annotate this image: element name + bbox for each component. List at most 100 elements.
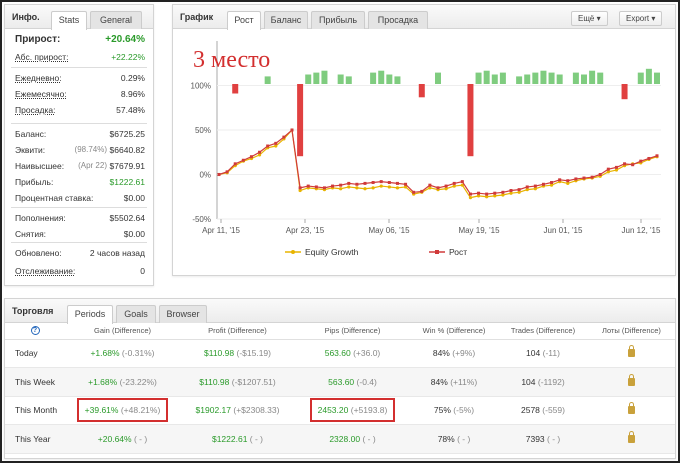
growth-bar [637, 72, 644, 84]
pips-diff: (+36.0) [353, 348, 381, 359]
lock-icon[interactable] [628, 373, 635, 386]
info-row: Обновлено: 2 часов назад [15, 248, 145, 259]
gain-cell: +1.68% (-23.22%) [65, 367, 180, 397]
growth-point [501, 190, 505, 194]
growth-bar [475, 72, 482, 84]
growth-point [274, 141, 278, 145]
tab-stats[interactable]: Stats [51, 11, 87, 30]
growth-bar [491, 74, 498, 84]
info-row-label[interactable]: Просадка: [15, 105, 56, 115]
growth-point [493, 191, 497, 195]
col-gain[interactable]: Gain (Difference) [65, 322, 180, 340]
tab-drawdown[interactable]: Просадка [368, 11, 428, 29]
tab-profit[interactable]: Прибыль [311, 11, 365, 29]
win-diff: (-5%) [453, 405, 475, 416]
info-row-label[interactable]: Отслеживание: [15, 266, 76, 276]
info-row-label: Пополнения: [15, 213, 66, 223]
col-lots[interactable]: Лоты (Difference) [588, 322, 675, 340]
growth-point [460, 180, 464, 184]
growth-point [387, 181, 391, 185]
legend-equity-marker [291, 250, 295, 254]
tab-general[interactable]: General [90, 11, 142, 29]
col-win[interactable]: Win % (Difference) [410, 322, 498, 340]
period-label: This Week [5, 367, 65, 397]
col-profit[interactable]: Profit (Difference) [180, 322, 295, 340]
growth-bar [467, 84, 474, 157]
growth-bar [313, 72, 320, 84]
growth-bar [597, 72, 604, 84]
lots-cell [588, 339, 675, 368]
info-divider [11, 207, 147, 208]
export-button-label: Export [626, 14, 650, 23]
info-row-label: Процентная ставка: [15, 193, 94, 203]
col-trades[interactable]: Trades (Difference) [498, 322, 588, 340]
info-panel-title: Инфо. [12, 12, 40, 22]
help-icon[interactable]: ? [30, 326, 40, 336]
growth-point [363, 181, 367, 185]
growth-point [347, 181, 351, 185]
info-row-value: +20.64% [105, 34, 145, 45]
equity-growth-point [371, 186, 375, 190]
equity-growth-point [363, 187, 367, 191]
equity-growth-point [476, 194, 481, 198]
table-row: Today +1.68% (-0.31%) $110.98 (-$15.19) 563… [5, 339, 675, 368]
growth-point [282, 135, 286, 139]
growth-bar [345, 76, 352, 84]
info-row-label[interactable]: Ежедневно: [15, 73, 62, 83]
growth-point [306, 184, 310, 188]
lots-cell [588, 424, 675, 454]
growth-chart[interactable]: 100% 50% 0% -50% Apr 11, '15 Apr 23, '15 May 0… [173, 29, 677, 275]
lock-icon[interactable] [628, 345, 635, 358]
equity-growth-point [452, 184, 456, 188]
trades-diff: (-1192) [537, 376, 565, 387]
info-row-label[interactable]: Абс. прирост: [15, 52, 69, 62]
tab-goals[interactable]: Goals [116, 305, 156, 323]
y-tick-label: 50% [195, 126, 211, 135]
growth-bar [499, 72, 506, 84]
info-row-value: $0.00 [123, 193, 145, 203]
growth-bar [264, 76, 271, 84]
info-row: Отслеживание: 0 [15, 266, 145, 277]
col-pips[interactable]: Pips (Difference) [295, 322, 410, 340]
pips-value: 563.60 [324, 348, 351, 359]
chevron-down-icon: ▾ [596, 14, 601, 23]
info-divider [11, 123, 147, 124]
more-button[interactable]: Ещё ▾ [571, 11, 608, 26]
equity-growth-point [387, 185, 391, 189]
export-button[interactable]: Export ▾ [619, 11, 663, 26]
growth-point [468, 192, 472, 196]
growth-point [395, 181, 399, 185]
growth-bar [516, 76, 523, 84]
tab-balance[interactable]: Баланс [264, 11, 308, 29]
growth-point [566, 179, 570, 183]
growth-bar [394, 76, 401, 84]
equity-growth-point [493, 194, 497, 198]
info-row-label[interactable]: Ежемесячно: [15, 89, 67, 99]
growth-point [582, 176, 586, 180]
trades-value: 7393 [525, 433, 545, 444]
trades-cell: 2578 (-559) [498, 396, 588, 425]
info-row-note: (Apr 22) [78, 161, 107, 170]
x-tick-label: May 06, '15 [368, 226, 410, 235]
growth-point [314, 185, 318, 189]
growth-bar [572, 72, 579, 84]
equity-growth-point [533, 187, 537, 191]
table-row: This Month +39.61% (+48.21%) $1902.17 (+$2… [5, 396, 675, 425]
tab-growth[interactable]: Рост [227, 11, 261, 30]
tab-periods[interactable]: Periods [67, 305, 113, 324]
info-row: Пополнения: $5502.64 [15, 213, 145, 224]
gain-cell: +39.61% (+48.21%) [65, 396, 180, 425]
info-divider [11, 67, 147, 68]
lock-icon[interactable] [628, 430, 635, 443]
period-label: Today [5, 339, 65, 368]
lock-icon[interactable] [628, 402, 635, 415]
legend-growth-label: Рост [449, 247, 467, 257]
pips-cell: 2328.00 ( - ) [295, 424, 410, 454]
chart-panel: График Рост Баланс Прибыль Просадка Ещё … [172, 4, 676, 276]
win-cell: 84% (+11%) [410, 367, 498, 397]
tab-browser[interactable]: Browser [159, 305, 207, 323]
periods-table-body: Today +1.68% (-0.31%) $110.98 (-$15.19) 563… [5, 339, 675, 454]
growth-point [655, 154, 659, 158]
chart-panel-title: График [180, 12, 214, 22]
win-diff: ( - ) [457, 433, 471, 444]
